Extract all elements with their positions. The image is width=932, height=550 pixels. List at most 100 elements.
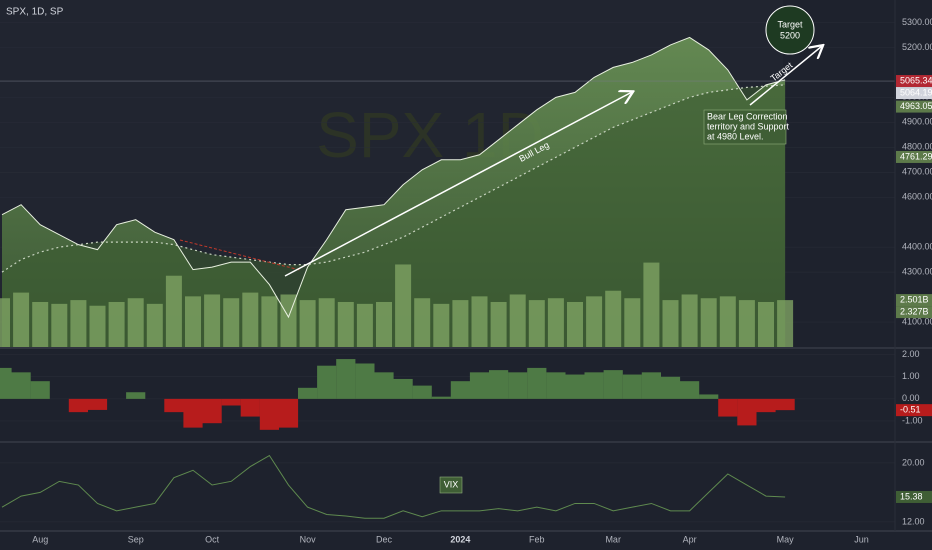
volume-bar xyxy=(376,301,392,347)
y-tick-label: -1.00 xyxy=(902,415,923,425)
price-tag-label: 2.501B xyxy=(900,294,929,304)
volume-bar xyxy=(643,262,660,347)
osc-bar xyxy=(565,374,585,399)
volume-bar xyxy=(204,294,221,347)
volume-bar xyxy=(51,303,68,347)
y-tick-label: 4300.00 xyxy=(902,266,932,276)
price-tag xyxy=(896,87,932,100)
volume-bar xyxy=(681,294,698,347)
bear-leg-text: at 4980 Level. xyxy=(707,131,764,141)
osc-bar xyxy=(259,398,279,430)
x-tick-label: Oct xyxy=(205,534,220,544)
volume-bar xyxy=(13,292,30,347)
price-tag-label: 5065.34 xyxy=(900,75,932,85)
y-tick-label: 0.00 xyxy=(902,393,920,403)
osc-bar xyxy=(660,376,681,399)
y-tick-label: 12.00 xyxy=(902,516,925,526)
volume-bar xyxy=(414,298,431,347)
osc-bar xyxy=(756,398,776,413)
volume-bar xyxy=(433,303,450,347)
chart-title: SPX, 1D, SP xyxy=(6,7,64,18)
y-tick-label: 20.00 xyxy=(902,457,925,467)
volume-bar xyxy=(185,296,201,347)
volume-bar xyxy=(356,303,373,347)
y-tick-label: 4400.00 xyxy=(902,242,932,252)
vix-label: VIX xyxy=(444,479,459,489)
volume-bar xyxy=(0,298,10,347)
osc-bar xyxy=(393,378,413,399)
y-tick-label: 4800.00 xyxy=(902,142,932,152)
target-circle-label: Target xyxy=(777,19,803,29)
volume-bar xyxy=(146,303,163,347)
x-tick-label: Sep xyxy=(128,534,144,544)
volume-bar xyxy=(586,296,603,347)
volume-bar xyxy=(452,300,469,347)
osc-bar xyxy=(336,359,356,399)
x-tick-label: Jun xyxy=(854,534,869,544)
target-circle xyxy=(765,5,815,55)
y-tick-label: 2.00 xyxy=(902,349,920,359)
volume-bar xyxy=(509,294,526,347)
ma-area xyxy=(2,84,786,348)
bear-leg-box xyxy=(703,109,787,145)
osc-bar xyxy=(374,372,394,399)
osc-bar xyxy=(469,372,490,399)
price-tag xyxy=(896,294,932,307)
volume-bar xyxy=(32,301,49,347)
volume-bar xyxy=(242,292,259,347)
volume-bar xyxy=(528,300,545,347)
osc-bar xyxy=(412,385,432,399)
volume-bar xyxy=(299,300,316,347)
osc-bar xyxy=(126,392,146,399)
y-tick-label: 1.00 xyxy=(902,371,920,381)
osc-bar xyxy=(775,398,795,411)
osc-bar xyxy=(431,396,451,399)
volume-bar xyxy=(662,300,679,347)
osc-bar xyxy=(584,372,604,399)
volume-bar xyxy=(490,301,507,347)
volume-bar xyxy=(223,298,240,347)
volume-bar xyxy=(777,300,794,347)
y-tick-label: 4900.00 xyxy=(902,117,932,127)
price-tag xyxy=(896,306,932,319)
x-tick-label: Dec xyxy=(376,534,393,544)
volume-bar xyxy=(624,298,641,347)
osc-bar xyxy=(0,367,12,399)
price-tag-label: -0.51 xyxy=(900,405,921,415)
volume-bar xyxy=(127,298,144,347)
volume-bar xyxy=(165,275,182,347)
bull-leg-arrow xyxy=(284,92,632,277)
volume-bar xyxy=(471,296,488,347)
price-tag-label: 4963.05 xyxy=(900,101,932,111)
osc-bar xyxy=(298,387,318,399)
osc-bar xyxy=(718,398,738,417)
osc-bar xyxy=(603,370,623,399)
osc-bar xyxy=(450,381,470,399)
bear-leg-text: territory and Support xyxy=(707,121,790,131)
volume-bar xyxy=(318,298,335,347)
volume-bar xyxy=(337,301,354,347)
osc-bar xyxy=(355,363,375,399)
volume-bar xyxy=(261,296,278,347)
osc-bar xyxy=(508,372,528,399)
osc-bar xyxy=(164,398,184,413)
volume-bar xyxy=(719,296,736,347)
bear-leg-text: Bear Leg Correction xyxy=(707,111,788,121)
x-tick-label: Apr xyxy=(683,534,697,544)
osc-bar xyxy=(240,398,260,417)
osc-bar xyxy=(183,398,203,428)
x-tick-label: Mar xyxy=(605,534,621,544)
x-tick-label: May xyxy=(777,534,795,544)
osc-bar xyxy=(680,381,700,399)
vix-line xyxy=(1,454,786,519)
osc-bar xyxy=(546,372,566,399)
price-tag-label: 15.38 xyxy=(900,491,923,501)
price-tag-label: 4761.29 xyxy=(900,151,932,161)
trend-line xyxy=(179,239,301,271)
volume-bar xyxy=(700,298,717,347)
osc-bar xyxy=(317,365,337,399)
target-circle-value: 5200 xyxy=(780,30,800,40)
osc-bar xyxy=(278,398,299,428)
volume-bar xyxy=(758,301,774,347)
osc-bar xyxy=(30,381,50,399)
